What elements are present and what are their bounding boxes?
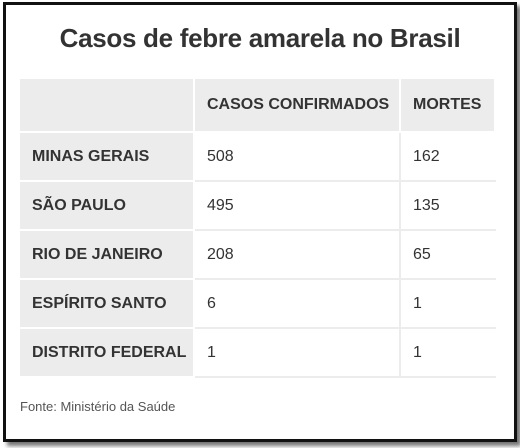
- column-header-deaths: MORTES: [401, 79, 496, 133]
- cases-cell: 1: [195, 329, 401, 378]
- cases-cell: 208: [195, 231, 401, 280]
- table-row: MINAS GERAIS 508 162: [20, 133, 496, 182]
- deaths-cell: 162: [401, 133, 496, 182]
- table-row: RIO DE JANEIRO 208 65: [20, 231, 496, 280]
- table-row: DISTRITO FEDERAL 1 1: [20, 329, 496, 378]
- row-header-state: ESPÍRITO SANTO: [20, 280, 195, 329]
- deaths-cell: 1: [401, 329, 496, 378]
- row-header-state: RIO DE JANEIRO: [20, 231, 195, 280]
- cases-cell: 508: [195, 133, 401, 182]
- cases-cell: 6: [195, 280, 401, 329]
- source-note: Fonte: Ministério da Saúde: [20, 399, 176, 414]
- row-header-state: MINAS GERAIS: [20, 133, 195, 182]
- row-header-state: SÃO PAULO: [20, 182, 195, 231]
- data-table: CASOS CONFIRMADOS MORTES MINAS GERAIS 50…: [20, 79, 496, 378]
- table-row: SÃO PAULO 495 135: [20, 182, 496, 231]
- infographic-frame: Casos de febre amarela no Brasil CASOS C…: [3, 2, 517, 442]
- header-row: CASOS CONFIRMADOS MORTES: [20, 79, 496, 133]
- chart-title: Casos de febre amarela no Brasil: [59, 23, 461, 53]
- table-row: ESPÍRITO SANTO 6 1: [20, 280, 496, 329]
- deaths-cell: 135: [401, 182, 496, 231]
- deaths-cell: 1: [401, 280, 496, 329]
- row-header-state: DISTRITO FEDERAL: [20, 329, 195, 378]
- column-header-cases: CASOS CONFIRMADOS: [195, 79, 401, 133]
- deaths-cell: 65: [401, 231, 496, 280]
- corner-header-cell: [20, 79, 195, 133]
- cases-cell: 495: [195, 182, 401, 231]
